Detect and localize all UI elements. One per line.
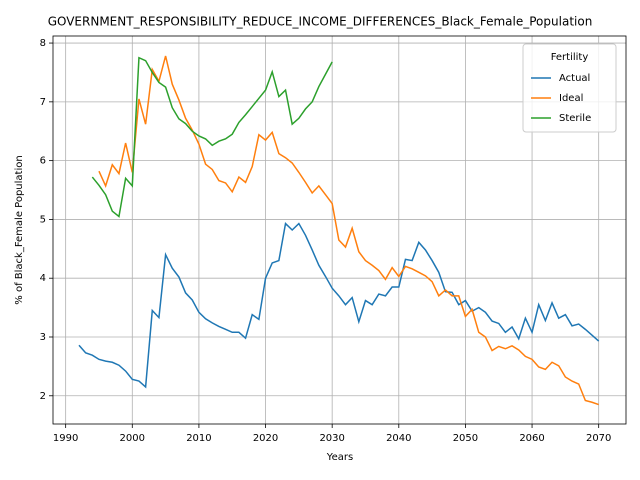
legend-label: Ideal — [559, 93, 583, 104]
y-tick-label: 6 — [40, 156, 46, 167]
series-line — [98, 55, 599, 406]
legend-label: Sterile — [559, 113, 591, 124]
plot-frame — [52, 35, 627, 425]
y-axis-label: % of Black_Female Population — [14, 155, 25, 304]
chart-title: GOVERNMENT_RESPONSIBILITY_REDUCE_INCOME_… — [48, 15, 593, 29]
y-tick-label: 5 — [40, 214, 46, 225]
x-tick-label: 2040 — [386, 433, 411, 444]
x-tick-label: 2070 — [586, 433, 611, 444]
x-tick-label: 1990 — [53, 433, 78, 444]
y-tick-label: 8 — [40, 38, 46, 49]
x-tick-label: 2010 — [186, 433, 211, 444]
y-tick-label: 4 — [40, 273, 46, 284]
x-tick-label: 2050 — [453, 433, 478, 444]
series-line — [91, 56, 333, 218]
x-tick-label: 2030 — [319, 433, 344, 444]
x-tick-label: 2000 — [120, 433, 145, 444]
legend-title: Fertility — [551, 52, 589, 63]
x-axis-label: Years — [326, 452, 353, 463]
y-tick-label: 7 — [40, 97, 46, 108]
y-tick-label: 2 — [40, 391, 46, 402]
series-line — [78, 222, 600, 389]
legend: Fertility Actual Ideal Sterile — [522, 43, 617, 133]
x-tick-label: 2020 — [253, 433, 278, 444]
legend-box — [522, 43, 617, 133]
x-tick-label: 2060 — [519, 433, 544, 444]
y-tick-label: 3 — [40, 332, 46, 343]
legend-label: Actual — [559, 73, 590, 84]
